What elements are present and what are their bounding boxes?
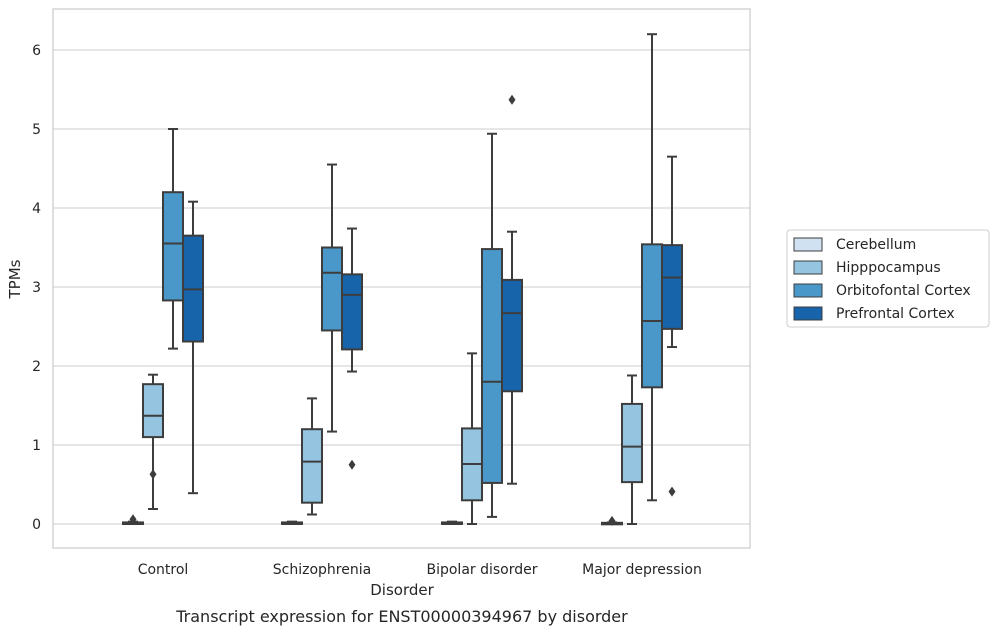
series-2 — [142, 352, 643, 525]
legend-label: Hipppocampus — [836, 260, 941, 276]
legend-item: Cerebellum — [793, 237, 916, 253]
iqr-box — [301, 428, 323, 504]
plot-area-frame — [52, 8, 751, 549]
box-3-1 — [162, 128, 184, 350]
outlier-point — [508, 94, 516, 105]
y-axis-label: TPMs — [6, 259, 24, 299]
legend-label: Prefrontal Cortex — [836, 306, 955, 322]
legend-swatch — [793, 237, 823, 252]
box-1-2 — [281, 520, 303, 525]
series-4 — [182, 94, 683, 497]
series-1 — [122, 514, 623, 526]
legend-swatch — [793, 260, 823, 275]
legend: Cerebellum Hipppocampus Orbitofontal Corte… — [786, 229, 990, 328]
box-3-4 — [641, 33, 663, 502]
box-2-1 — [142, 373, 164, 510]
box-4-1 — [182, 200, 204, 495]
x-tick-labels: Control Schizophrenia Bipolar disorder Majo… — [138, 562, 702, 578]
iqr-box — [661, 244, 683, 330]
box-1-4 — [601, 515, 623, 526]
legend-label: Cerebellum — [836, 237, 916, 253]
legend-item: Orbitofontal Cortex — [793, 283, 971, 299]
box-1-3 — [441, 520, 463, 525]
iqr-box — [142, 383, 164, 439]
x-tick-label: Schizophrenia — [273, 562, 371, 578]
box-4-4 — [661, 155, 683, 497]
box-1-1 — [122, 514, 144, 525]
x-axis-label: Disorder — [370, 581, 434, 599]
y-tick-label: 2 — [32, 359, 41, 375]
y-tick-label: 5 — [32, 122, 41, 138]
legend-frame — [786, 229, 990, 328]
box-series — [122, 33, 683, 526]
legend-label: Orbitofontal Cortex — [836, 283, 971, 299]
y-tick-labels: 0 1 2 3 4 5 6 — [32, 43, 41, 533]
box-2-2 — [301, 397, 323, 516]
box-4-3 — [501, 94, 523, 485]
iqr-box — [321, 246, 343, 332]
iqr-box — [641, 243, 663, 389]
iqr-box — [481, 248, 503, 484]
y-tick-label: 3 — [32, 280, 41, 296]
legend-swatch — [793, 306, 823, 321]
y-tick-label: 6 — [32, 43, 41, 59]
y-tick-label: 4 — [32, 201, 41, 217]
x-tick-label: Major depression — [582, 562, 702, 578]
box-3-3 — [481, 132, 503, 518]
box-2-3 — [461, 352, 483, 525]
box-4-2 — [341, 227, 363, 470]
iqr-box — [621, 402, 643, 484]
outlier-point — [129, 514, 137, 525]
chart-caption: Transcript expression for ENST0000039496… — [175, 607, 628, 626]
outlier-point — [149, 469, 157, 480]
legend-item: Hipppocampus — [793, 260, 941, 276]
x-tick-label: Bipolar disorder — [426, 562, 537, 578]
y-tick-label: 1 — [32, 438, 41, 454]
outlier-point — [608, 515, 616, 526]
box-2-4 — [621, 374, 643, 525]
legend-swatch — [793, 283, 823, 298]
iqr-box — [501, 278, 523, 393]
iqr-box — [341, 273, 363, 351]
y-tick-label: 0 — [32, 517, 41, 533]
x-tick-label: Control — [138, 562, 189, 578]
legend-item: Prefrontal Cortex — [793, 306, 955, 322]
box-3-2 — [321, 163, 343, 433]
outlier-point — [668, 486, 676, 497]
iqr-box — [162, 191, 184, 302]
outlier-point — [348, 459, 356, 470]
